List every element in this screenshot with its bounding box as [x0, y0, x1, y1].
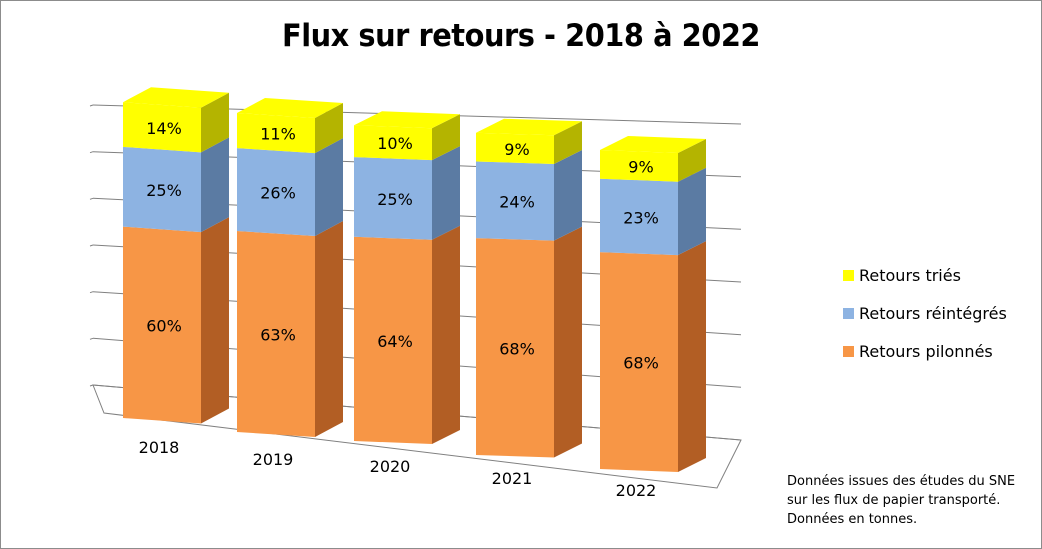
bar-segment: [237, 231, 315, 437]
bar-top: [123, 87, 229, 108]
axis-tick: [89, 291, 94, 294]
bar-segment: [123, 102, 201, 153]
bar-side: [678, 241, 706, 472]
legend-item-retours-pilonnes: Retours pilonnés: [843, 332, 1007, 370]
legend-item-retours-reintegres: Retours réintégrés: [843, 294, 1007, 332]
bar-side: [315, 103, 343, 154]
bar-side: [432, 146, 460, 240]
bar-top: [600, 136, 706, 153]
data-label: 24%: [499, 193, 535, 212]
bar-segment: [476, 132, 554, 164]
bar-side: [678, 167, 706, 256]
axis-tick: [89, 244, 94, 247]
axis-tick: [89, 151, 94, 154]
bar-segment: [354, 157, 432, 240]
bar-top: [354, 111, 460, 129]
category-label: 2020: [370, 457, 411, 476]
bar-segment: [600, 150, 678, 182]
data-label: 63%: [260, 326, 296, 345]
bar-top: [237, 98, 343, 118]
category-label: 2022: [616, 481, 657, 500]
bar-side: [315, 221, 343, 437]
data-label: 11%: [260, 125, 296, 144]
legend-swatch-retours-pilonnes: [843, 345, 854, 357]
bar-segment: [123, 226, 201, 424]
bar-side: [315, 138, 343, 236]
bar-side: [554, 121, 582, 164]
bar-segment: [354, 236, 432, 444]
data-label: 68%: [623, 354, 659, 373]
data-label: 9%: [628, 157, 653, 176]
category-label: 2019: [253, 450, 294, 469]
data-label: 9%: [504, 140, 529, 159]
bar-side: [201, 92, 229, 153]
axis-tick: [89, 337, 94, 340]
axis-tick: [89, 104, 94, 107]
bar-side: [432, 225, 460, 444]
bar-segment: [354, 125, 432, 161]
legend-label: Retours pilonnés: [859, 341, 993, 361]
data-label: 10%: [377, 134, 413, 153]
data-label: 25%: [377, 190, 413, 209]
chart-legend: Retours triés Retours réintégrés Retours…: [843, 256, 1007, 370]
legend-swatch-retours-tries: [843, 269, 854, 281]
source-note: Données issues des études du SNE sur les…: [787, 472, 1015, 529]
axis-tick: [89, 384, 94, 387]
bar-segment: [476, 238, 554, 458]
bar-segment: [123, 146, 201, 233]
bar-side: [554, 226, 582, 458]
bar-segment: [237, 148, 315, 236]
data-label: 68%: [499, 339, 535, 358]
bar-side: [201, 217, 229, 424]
bar-side: [678, 139, 706, 182]
bar-segment: [600, 252, 678, 472]
legend-label: Retours triés: [859, 265, 961, 285]
bar-segment: [476, 161, 554, 241]
bar-side: [201, 137, 229, 233]
data-label: 25%: [146, 181, 182, 200]
source-note-line: sur les flux de papier transporté.: [787, 493, 1001, 508]
data-label: 60%: [146, 317, 182, 336]
bar-side: [554, 150, 582, 241]
legend-swatch-retours-reintegres: [843, 307, 854, 319]
data-label: 14%: [146, 119, 182, 138]
source-note-line: Données en tonnes.: [787, 512, 918, 527]
legend-label: Retours réintégrés: [859, 303, 1007, 323]
data-label: 23%: [623, 208, 659, 227]
bar-segment: [237, 113, 315, 154]
category-label: 2018: [139, 438, 180, 457]
bar-top: [476, 118, 582, 136]
category-label: 2021: [492, 469, 533, 488]
bar-segment: [600, 178, 678, 256]
chart-title: Flux sur retours - 2018 à 2022: [281, 18, 761, 54]
legend-item-retours-tries: Retours triés: [843, 256, 1007, 294]
data-label: 64%: [377, 332, 413, 351]
source-note-line: Données issues des études du SNE: [787, 474, 1016, 489]
bar-side: [432, 114, 460, 161]
axis-tick: [89, 197, 94, 200]
data-label: 26%: [260, 184, 296, 203]
